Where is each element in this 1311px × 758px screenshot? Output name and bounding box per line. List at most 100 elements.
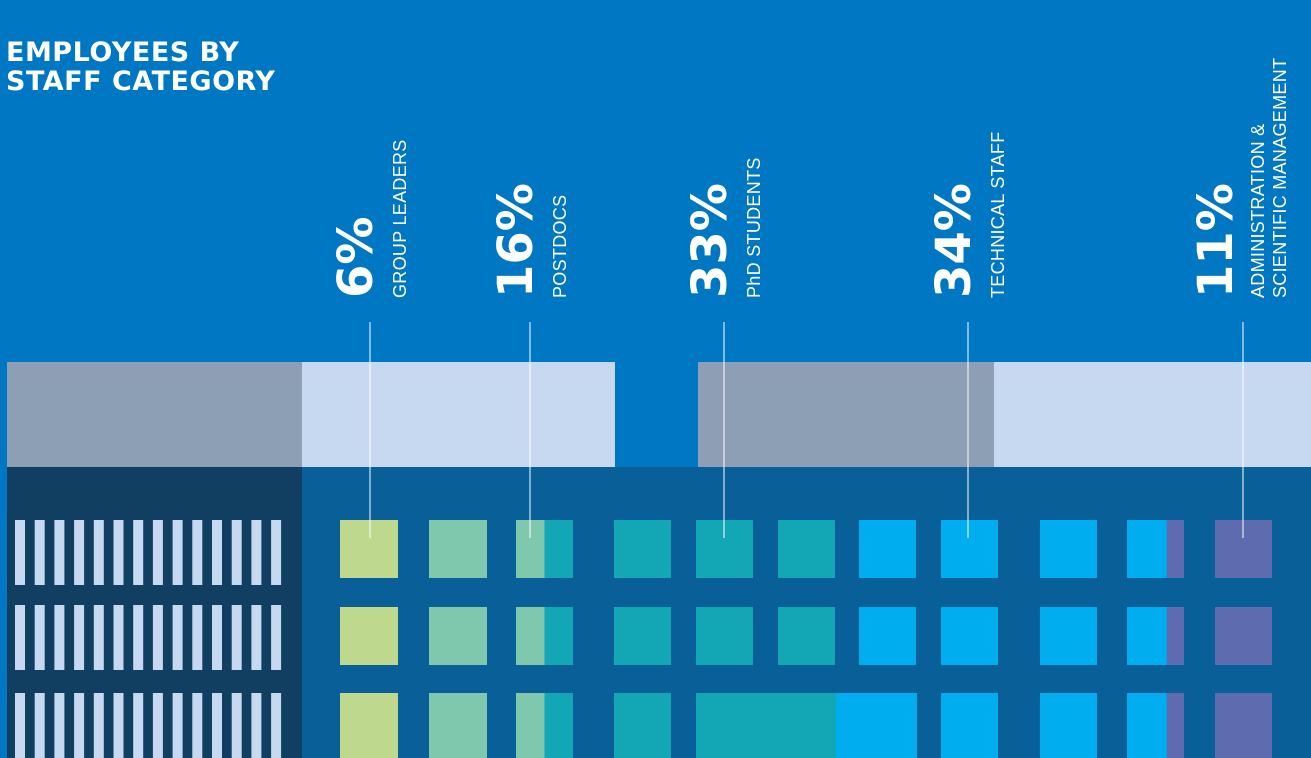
square-technical-staff: [941, 607, 998, 665]
stripe-1-11: [231, 605, 242, 670]
stripe-1-8: [172, 605, 183, 670]
stripe-2-5: [113, 693, 124, 758]
stripe-0-1: [34, 520, 45, 585]
square-technical-staff: [859, 520, 916, 578]
stripe-1-9: [192, 605, 203, 670]
square-group-leaders: [340, 693, 398, 758]
stripe-1-0: [15, 605, 25, 670]
square-technical-staff-merged: [836, 693, 917, 758]
grey-block-right: [698, 362, 994, 467]
label-name-group-leaders: GROUP LEADERS: [390, 139, 410, 298]
light-block-left: [302, 362, 615, 467]
stripe-1-10: [212, 605, 222, 670]
chart-title: EMPLOYEES BY STAFF CATEGORY: [6, 38, 275, 96]
square-technical-staff: [1127, 607, 1167, 665]
stripe-1-5: [113, 605, 124, 670]
label-name-administration-and-scientific-management-line-2: SCIENTIFIC MANAGEMENT: [1270, 58, 1290, 298]
stripe-2-11: [231, 693, 242, 758]
chart-title-line-1: EMPLOYEES BY: [6, 37, 240, 68]
square-administration-and-scientific-management: [1166, 520, 1184, 578]
stripe-2-9: [192, 693, 203, 758]
square-phd-students: [778, 607, 835, 665]
stripe-0-5: [113, 520, 124, 585]
window-stripes: [15, 520, 282, 758]
stripe-0-8: [172, 520, 183, 585]
light-block-right: [994, 362, 1311, 467]
stripe-1-7: [152, 605, 163, 670]
label-value-group-leaders: 6%: [328, 217, 384, 299]
square-postdocs: [429, 520, 487, 578]
stripe-1-12: [251, 605, 262, 670]
stripe-1-3: [74, 605, 85, 670]
square-phd-students: [544, 607, 573, 665]
square-postdocs: [429, 693, 487, 758]
stripe-0-9: [192, 520, 203, 585]
stripe-2-7: [152, 693, 163, 758]
square-phd-students: [614, 607, 671, 665]
square-technical-staff: [1127, 693, 1167, 758]
square-administration-and-scientific-management: [1215, 693, 1272, 758]
square-postdocs: [516, 693, 545, 758]
leader-lines: [369, 322, 1244, 538]
square-technical-staff: [1127, 520, 1167, 578]
square-phd-students-merged: [696, 693, 836, 758]
stripe-0-2: [54, 520, 65, 585]
stripe-1-2: [54, 605, 65, 670]
stripe-2-13: [271, 693, 282, 758]
stripe-1-4: [93, 605, 104, 670]
stripe-2-3: [74, 693, 85, 758]
stripe-2-8: [172, 693, 183, 758]
square-group-leaders: [340, 520, 398, 578]
label-value-phd-students: 33%: [682, 183, 738, 298]
square-technical-staff: [859, 607, 916, 665]
label-value-technical-staff: 34%: [926, 183, 982, 298]
stripe-0-11: [231, 520, 242, 585]
label-value-administration-and-scientific-management: 11%: [1188, 183, 1244, 298]
square-technical-staff: [1040, 693, 1097, 758]
stripe-2-12: [251, 693, 262, 758]
category-labels: 6% GROUP LEADERS 16% POSTDOCS 33% PhD STUDENT…: [328, 58, 1290, 298]
square-technical-staff: [1040, 607, 1097, 665]
label-name-phd-students: PhD STUDENTS: [744, 157, 764, 298]
square-technical-staff: [941, 693, 998, 758]
stripe-2-10: [212, 693, 222, 758]
square-group-leaders: [340, 607, 398, 665]
square-administration-and-scientific-management: [1166, 607, 1184, 665]
label-name-technical-staff: TECHNICAL STAFF: [988, 131, 1008, 298]
square-phd-students: [696, 607, 753, 665]
square-phd-students: [778, 520, 835, 578]
stripe-2-0: [15, 693, 25, 758]
stripe-0-0: [15, 520, 25, 585]
grey-block-left: [7, 362, 302, 467]
stripe-0-7: [152, 520, 163, 585]
stripe-0-12: [251, 520, 262, 585]
stripe-2-6: [133, 693, 144, 758]
stripe-0-13: [271, 520, 282, 585]
label-name-postdocs: POSTDOCS: [550, 195, 570, 298]
stripe-2-1: [34, 693, 45, 758]
square-phd-students: [544, 520, 573, 578]
chart-title-line-2: STAFF CATEGORY: [6, 66, 276, 97]
square-postdocs: [516, 607, 545, 665]
square-administration-and-scientific-management: [1215, 607, 1272, 665]
stripe-2-2: [54, 693, 65, 758]
stripe-0-6: [133, 520, 144, 585]
label-name-administration-and-scientific-management-line-1: ADMINISTRATION &: [1248, 124, 1268, 298]
label-value-postdocs: 16%: [488, 183, 544, 298]
category-squares: [340, 520, 1272, 758]
square-postdocs: [429, 607, 487, 665]
stripe-0-10: [212, 520, 222, 585]
square-phd-students: [544, 693, 573, 758]
stripe-1-13: [271, 605, 282, 670]
square-technical-staff: [941, 520, 998, 578]
square-technical-staff: [1040, 520, 1097, 578]
stripe-1-1: [34, 605, 45, 670]
stripe-1-6: [133, 605, 144, 670]
square-phd-students: [614, 693, 671, 758]
square-administration-and-scientific-management: [1166, 693, 1184, 758]
stripe-0-4: [93, 520, 104, 585]
stripe-2-4: [93, 693, 104, 758]
stripe-0-3: [74, 520, 85, 585]
square-phd-students: [614, 520, 671, 578]
